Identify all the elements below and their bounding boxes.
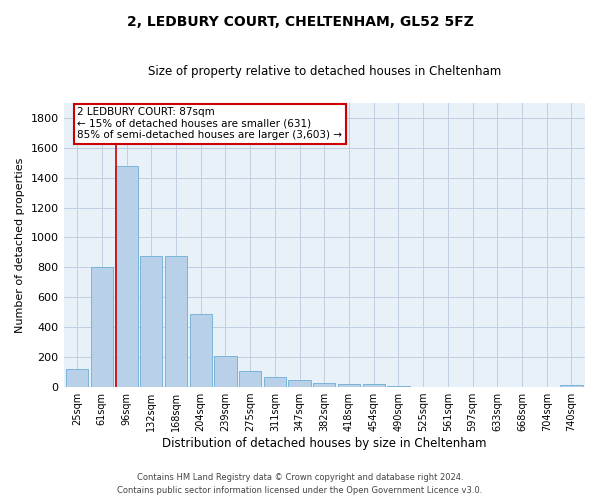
Bar <box>239 372 261 387</box>
Text: Contains HM Land Registry data © Crown copyright and database right 2024.
Contai: Contains HM Land Registry data © Crown c… <box>118 474 482 495</box>
X-axis label: Distribution of detached houses by size in Cheltenham: Distribution of detached houses by size … <box>162 437 487 450</box>
Bar <box>387 386 410 387</box>
Bar <box>214 356 236 387</box>
Text: 2, LEDBURY COURT, CHELTENHAM, GL52 5FZ: 2, LEDBURY COURT, CHELTENHAM, GL52 5FZ <box>127 15 473 29</box>
Title: Size of property relative to detached houses in Cheltenham: Size of property relative to detached ho… <box>148 65 501 78</box>
Bar <box>289 380 311 387</box>
Bar <box>313 382 335 387</box>
Bar <box>140 256 163 387</box>
Bar <box>338 384 360 387</box>
Bar <box>190 314 212 387</box>
Bar <box>115 166 137 387</box>
Bar <box>362 384 385 387</box>
Bar <box>560 385 583 387</box>
Bar <box>91 268 113 387</box>
Bar <box>165 256 187 387</box>
Y-axis label: Number of detached properties: Number of detached properties <box>15 157 25 332</box>
Text: 2 LEDBURY COURT: 87sqm
← 15% of detached houses are smaller (631)
85% of semi-de: 2 LEDBURY COURT: 87sqm ← 15% of detached… <box>77 108 343 140</box>
Bar <box>66 369 88 387</box>
Bar <box>264 378 286 387</box>
